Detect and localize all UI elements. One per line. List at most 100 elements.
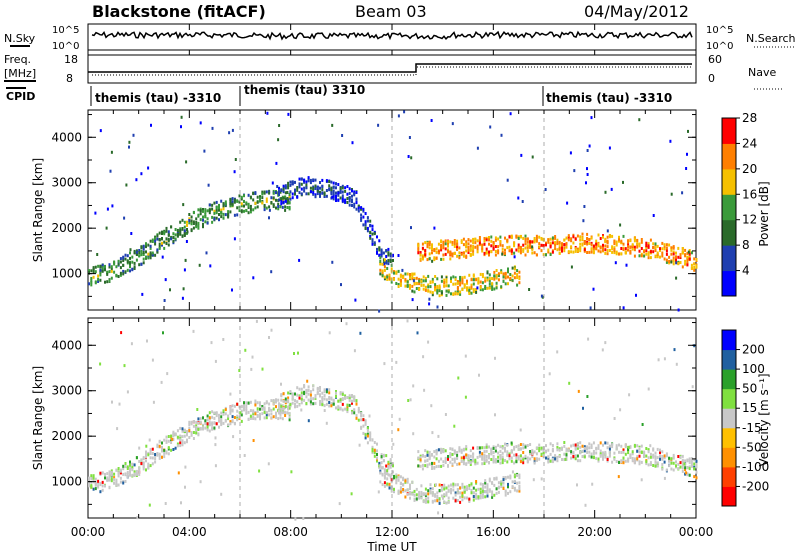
power-cell — [122, 263, 125, 267]
velocity-cell — [574, 457, 577, 461]
power-cell — [101, 266, 104, 270]
velocity-cell — [442, 448, 445, 452]
velocity-cell — [296, 400, 299, 404]
velocity-cell — [131, 466, 134, 469]
velocity-cell — [386, 477, 389, 481]
velocity-cell — [456, 499, 459, 502]
velocity-cell — [199, 417, 202, 421]
velocity-cell — [592, 441, 595, 445]
velocity-cell — [424, 487, 427, 491]
velocity-cell — [284, 414, 287, 417]
velocity-scatter — [307, 419, 310, 423]
velocity-cell — [450, 491, 452, 495]
velocity-cell — [151, 452, 154, 455]
power-cell — [192, 220, 195, 224]
power-scatter — [520, 153, 523, 157]
velocity-cell — [570, 444, 573, 448]
power-cell — [620, 252, 623, 256]
velocity-cell — [670, 467, 673, 471]
velocity-cell — [488, 456, 490, 460]
power-cell — [611, 245, 614, 249]
power-cell — [222, 205, 225, 208]
power-scatter — [531, 245, 534, 249]
velocity-cell — [110, 477, 113, 481]
velocity-cell — [389, 459, 392, 463]
power-cell — [475, 290, 478, 294]
power-cell — [665, 243, 668, 247]
velocity-cell — [215, 412, 218, 415]
velocity-cell — [252, 412, 255, 416]
velocity-cell — [261, 405, 264, 408]
velocity-cell — [268, 413, 271, 417]
cpid-panel: CPID themis (tau) -3310 themis (tau) 331… — [6, 83, 672, 106]
velocity-cell — [507, 485, 509, 489]
power-cell — [238, 200, 241, 204]
power-cell — [485, 247, 488, 251]
velocity-cell — [192, 431, 195, 434]
power-cell — [419, 253, 422, 257]
power-cell — [468, 288, 471, 292]
velocity-cell — [428, 450, 431, 454]
velocity-cell — [493, 483, 496, 487]
velocity-cell — [624, 445, 627, 449]
power-cell — [467, 242, 470, 246]
velocity-scatter — [591, 482, 594, 486]
power-cell — [202, 218, 204, 222]
power-cell — [645, 249, 648, 253]
power-cell — [222, 212, 225, 216]
power-cell — [165, 242, 168, 245]
power-cell — [456, 280, 459, 283]
velocity-cell — [238, 415, 241, 419]
velocity-cell — [167, 439, 170, 443]
power-cell — [305, 192, 308, 196]
power-cell — [113, 260, 116, 264]
power-cell — [229, 202, 232, 206]
power-cell — [579, 247, 582, 251]
velocity-cell — [161, 449, 163, 453]
velocity-scatter — [467, 457, 470, 461]
power-scatter — [205, 251, 208, 255]
velocity-cell — [393, 489, 395, 493]
velocity-cell — [633, 444, 636, 448]
power-cell — [561, 242, 563, 246]
velocity-scatter — [613, 417, 616, 420]
power-cell — [204, 210, 207, 214]
velocity-cell — [595, 451, 598, 455]
velocity-cell — [522, 443, 525, 447]
velocity-cell — [499, 461, 502, 465]
power-cell — [131, 260, 134, 264]
velocity-cell — [518, 473, 521, 477]
velocity-cell — [586, 451, 589, 454]
velocity-cell — [656, 461, 659, 465]
power-cell — [449, 252, 452, 256]
power-scatter — [186, 230, 189, 234]
velocity-cell — [227, 414, 230, 418]
velocity-scatter — [244, 348, 247, 352]
velocity-scatter — [199, 480, 202, 484]
power-cell — [186, 228, 188, 231]
power-cell — [494, 250, 497, 253]
velocity-scatter — [232, 435, 235, 439]
power-cell — [654, 246, 657, 250]
power-scatter — [96, 253, 99, 256]
power-cell — [451, 254, 454, 258]
velocity-cell — [479, 496, 482, 500]
velocity-cell — [481, 487, 484, 491]
velocity-cell — [383, 484, 386, 488]
velocity-cell — [475, 480, 478, 483]
velocity-cell — [224, 408, 227, 412]
velocity-cell — [672, 453, 675, 457]
power-cell — [440, 243, 443, 247]
power-scatter — [489, 125, 492, 129]
velocity-cell — [364, 436, 367, 440]
power-cell — [284, 208, 287, 212]
cpid-segment-2: themis (tau) 3310 — [244, 83, 365, 97]
velocity-scatter — [568, 381, 571, 385]
velocity-scatter — [229, 392, 232, 396]
power-scatter — [687, 250, 690, 254]
power-cell — [444, 242, 447, 246]
power-cell — [420, 283, 423, 287]
power-cell — [383, 265, 386, 269]
power-cell — [142, 247, 145, 251]
velocity-scatter — [412, 432, 415, 436]
